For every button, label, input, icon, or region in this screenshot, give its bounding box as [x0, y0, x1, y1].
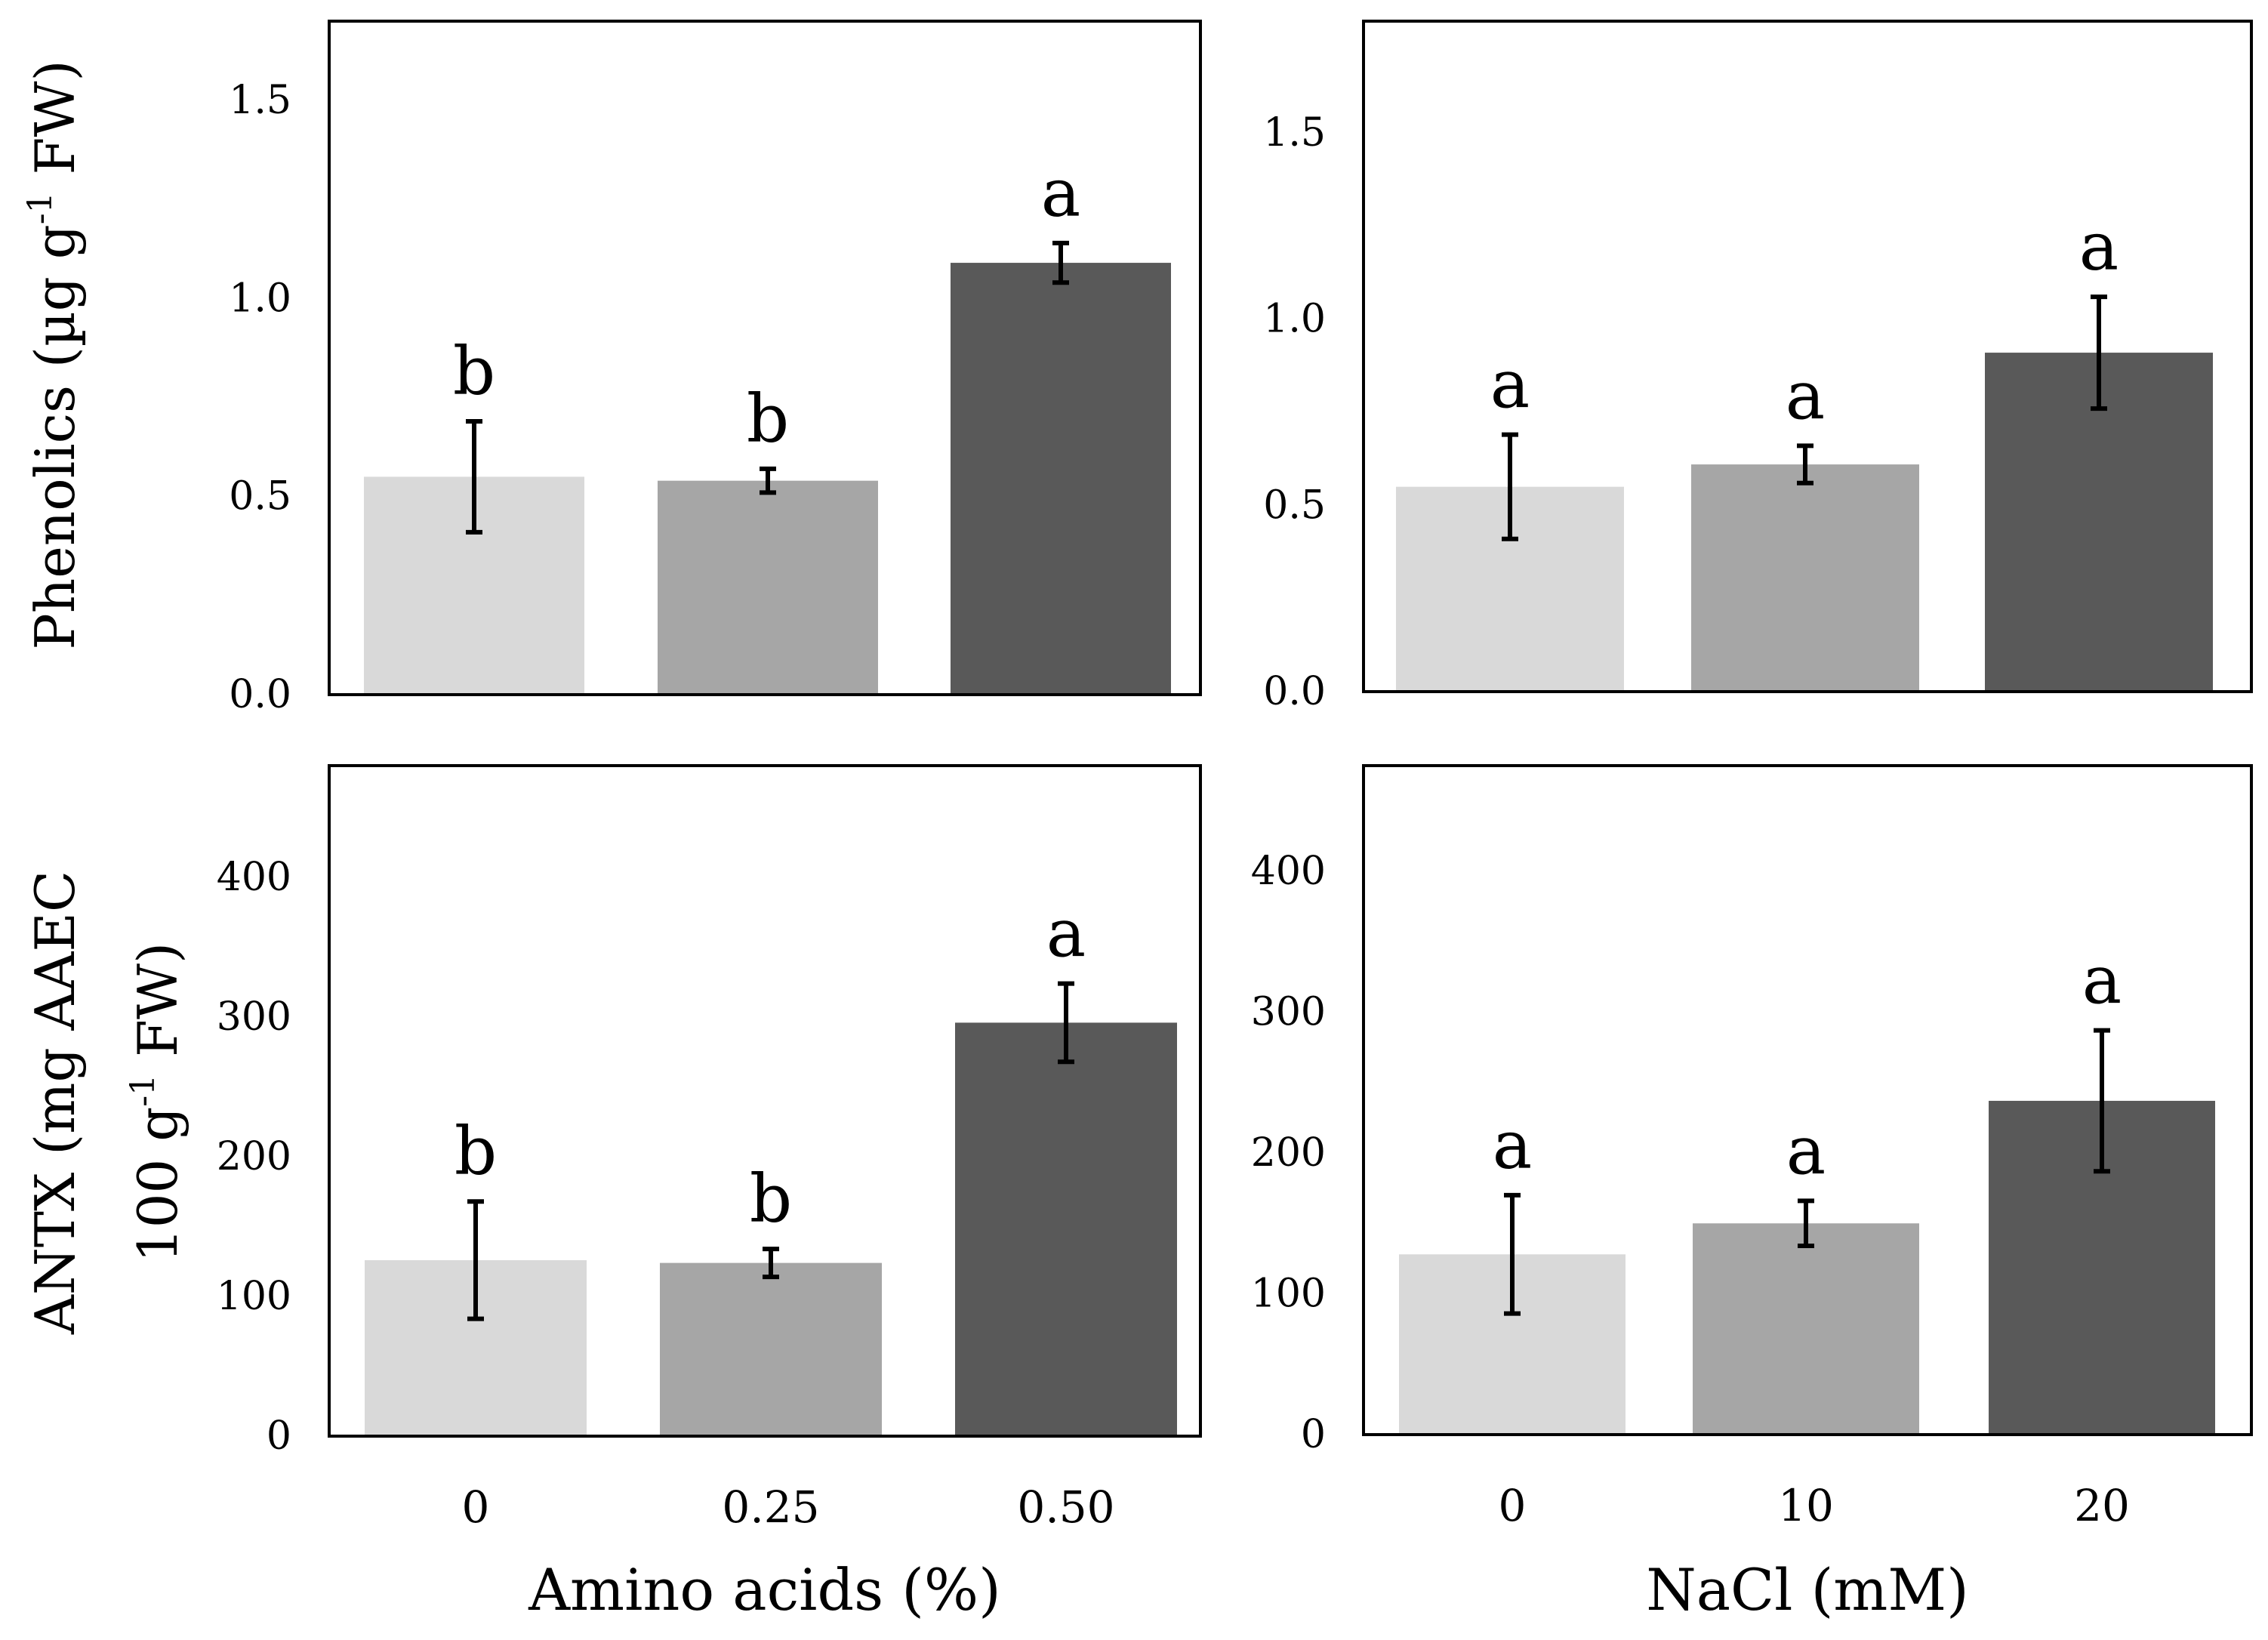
- y-tick-label-phenolics-amino-2: 1.0: [229, 276, 291, 321]
- x-tick-label-antx-amino-2: 0.50: [1017, 1481, 1114, 1533]
- y-tick-label-antx-amino-0: 0: [267, 1413, 291, 1459]
- significance-letter-phenolics-nacl-2: a: [2079, 208, 2119, 285]
- error-bar-phenolics-amino-1: [760, 466, 776, 495]
- y-tick-label-antx-amino-2: 200: [217, 1134, 291, 1179]
- error-bar-antx-amino-1: [763, 1247, 779, 1280]
- bar-phenolics-amino-2: [951, 263, 1171, 695]
- y-tick-label-phenolics-nacl-1: 0.5: [1263, 482, 1326, 528]
- significance-letter-antx-amino-1: b: [750, 1160, 792, 1238]
- plot-frame-antx-amino: [328, 764, 1202, 1438]
- bar-phenolics-amino-1: [658, 480, 878, 695]
- error-bar-phenolics-amino-2: [1052, 240, 1069, 285]
- y-tick-label-antx-nacl-1: 100: [1251, 1271, 1326, 1316]
- bar-phenolics-nacl-1: [1691, 464, 1919, 692]
- plot-frame-phenolics-nacl: [1362, 20, 2253, 693]
- y-axis-title-antx-line1: ANTX (mg AAEC: [23, 871, 87, 1335]
- y-tick-label-phenolics-nacl-0: 0.0: [1263, 669, 1326, 714]
- x-tick-label-antx-nacl-2: 20: [2074, 1480, 2130, 1531]
- y-tick-label-phenolics-amino-3: 1.5: [229, 78, 291, 123]
- error-bar-phenolics-nacl-1: [1797, 443, 1813, 486]
- y-tick-label-phenolics-nacl-2: 1.0: [1263, 297, 1326, 342]
- significance-letter-antx-nacl-2: a: [2082, 942, 2122, 1019]
- significance-letter-phenolics-amino-2: a: [1041, 154, 1080, 232]
- significance-letter-antx-nacl-1: a: [1786, 1111, 1826, 1189]
- x-tick-label-antx-nacl-0: 0: [1499, 1480, 1527, 1531]
- significance-letter-phenolics-amino-1: b: [747, 380, 789, 458]
- x-axis-title-amino: Amino acids (%): [528, 1556, 1001, 1623]
- plot-frame-phenolics-amino: [328, 20, 1202, 696]
- significance-letter-antx-amino-0: b: [455, 1112, 497, 1190]
- y-tick-label-antx-amino-4: 400: [217, 855, 291, 900]
- error-bar-antx-nacl-2: [2094, 1028, 2110, 1174]
- bar-antx-amino-2: [955, 1022, 1177, 1436]
- significance-letter-phenolics-amino-0: b: [453, 332, 495, 410]
- error-bar-antx-nacl-0: [1504, 1192, 1521, 1316]
- x-tick-label-antx-amino-1: 0.25: [722, 1481, 819, 1533]
- y-tick-label-antx-nacl-4: 400: [1251, 849, 1326, 894]
- x-tick-label-antx-nacl-1: 10: [1778, 1480, 1834, 1531]
- significance-letter-phenolics-nacl-0: a: [1490, 346, 1530, 424]
- y-tick-label-antx-nacl-2: 200: [1251, 1130, 1326, 1176]
- y-tick-label-antx-amino-1: 100: [217, 1274, 291, 1319]
- y-axis-title-antx-line2: 100 g-1 FW): [124, 942, 190, 1262]
- y-tick-label-phenolics-amino-1: 0.5: [229, 474, 291, 519]
- y-tick-label-antx-amino-3: 300: [217, 994, 291, 1040]
- x-axis-title-nacl: NaCl (mM): [1646, 1556, 1969, 1623]
- error-bar-antx-nacl-1: [1798, 1198, 1814, 1249]
- bar-antx-nacl-1: [1693, 1223, 1919, 1435]
- error-bar-phenolics-nacl-2: [2091, 294, 2107, 412]
- panel-antx-amino: b b a 0 100 200 300 400 0 0.25 0.50: [217, 764, 1202, 1533]
- y-axis-title-phenolics: Phenolics (µg g-1 FW): [21, 60, 87, 649]
- panel-phenolics-amino: b b a 0.0 0.5 1.0 1.5: [229, 20, 1202, 717]
- y-tick-label-phenolics-amino-0: 0.0: [229, 672, 291, 717]
- y-tick-label-phenolics-nacl-3: 1.5: [1263, 110, 1326, 156]
- significance-letter-phenolics-nacl-1: a: [1786, 356, 1825, 434]
- y-tick-label-antx-nacl-3: 300: [1251, 989, 1326, 1034]
- y-tick-label-antx-nacl-0: 0: [1301, 1412, 1326, 1457]
- error-bar-phenolics-nacl-0: [1502, 432, 1518, 541]
- x-tick-label-antx-amino-0: 0: [462, 1481, 490, 1533]
- significance-letter-antx-nacl-0: a: [1493, 1106, 1532, 1184]
- bar-antx-amino-1: [660, 1262, 882, 1436]
- panel-phenolics-nacl: a a a 0.0 0.5 1.0 1.5: [1263, 20, 2253, 714]
- error-bar-antx-amino-0: [467, 1199, 484, 1321]
- plot-frame-antx-nacl: [1362, 764, 2253, 1436]
- error-bar-phenolics-amino-0: [466, 418, 482, 535]
- panel-antx-nacl: a a a 0 100 200 300 400 0 10 20: [1251, 764, 2253, 1531]
- significance-letter-antx-amino-2: a: [1046, 895, 1086, 973]
- error-bar-antx-amino-2: [1058, 981, 1074, 1065]
